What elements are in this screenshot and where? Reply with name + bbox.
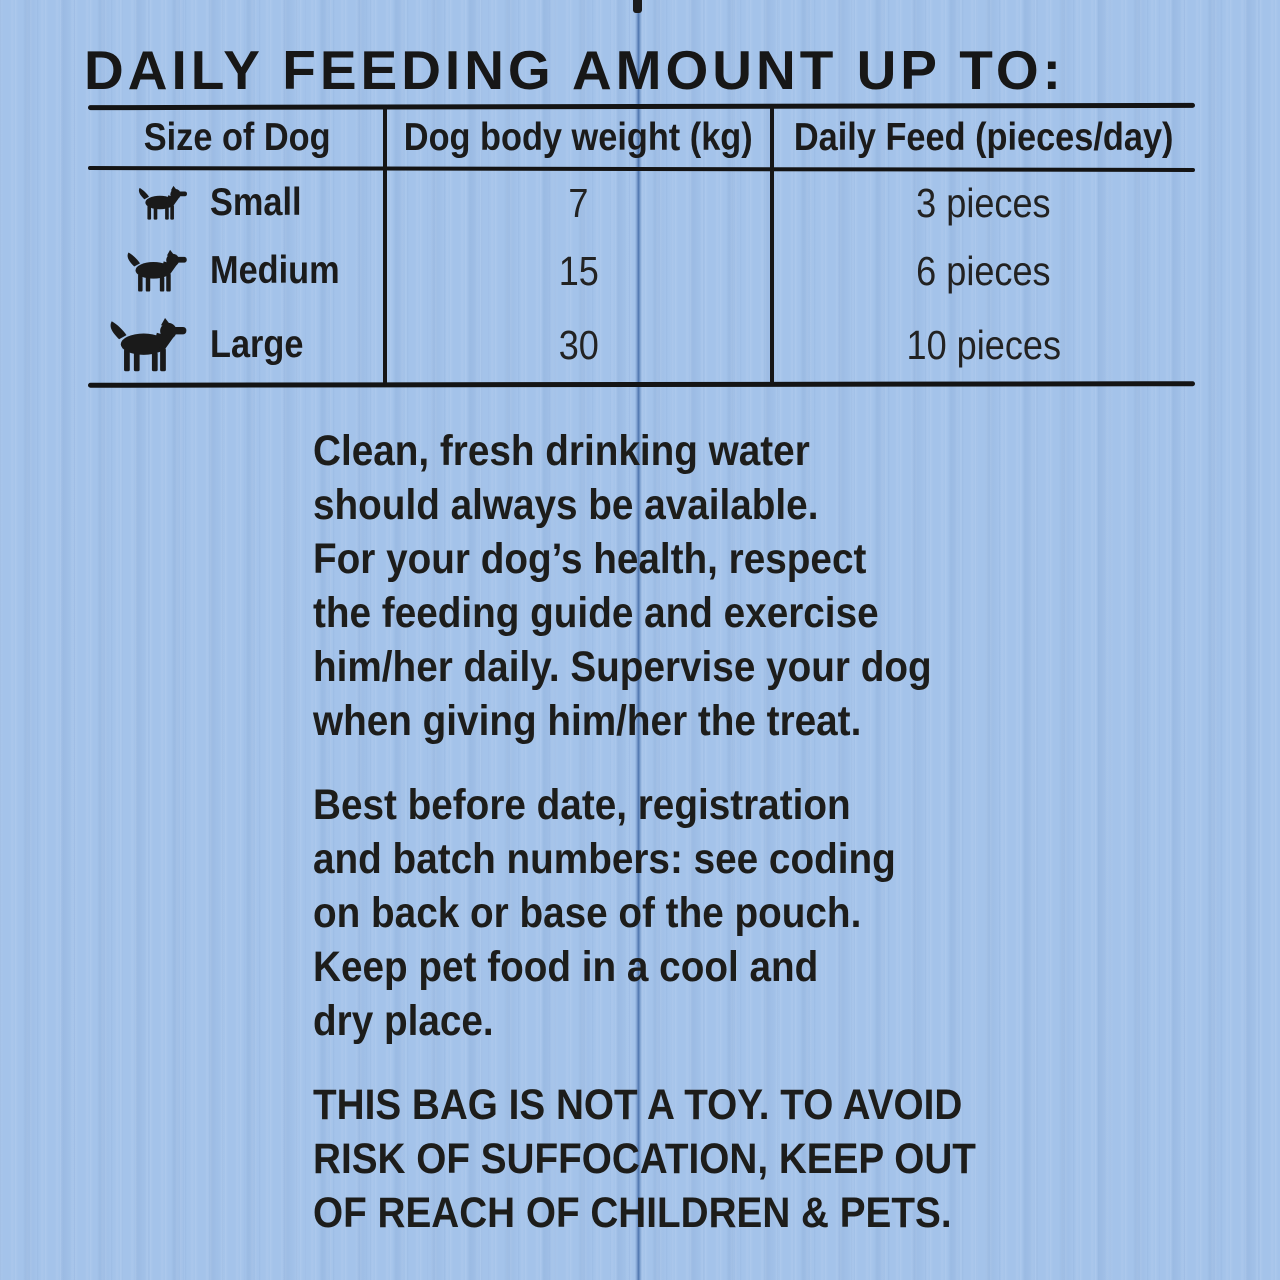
feed-value: 10 pieces <box>906 321 1061 368</box>
column-header-feed: Daily Feed (pieces/day) <box>793 116 1174 159</box>
table-row-small-size-cell: Small <box>90 169 385 237</box>
small-dog-icon <box>90 185 202 221</box>
dog-size-label: Large <box>210 323 304 366</box>
dog-size-label: Small <box>210 181 302 224</box>
text-line: the feeding guide and exercise <box>313 589 879 637</box>
table-bottom-border <box>87 381 1196 388</box>
column-header-weight: Dog body weight (kg) <box>404 116 753 159</box>
table-row-large-size-cell: Large <box>90 305 385 385</box>
dog-size-label: Medium <box>210 249 340 292</box>
page-title: DAILY FEEDING AMOUNT UP TO: <box>84 39 1065 101</box>
weight-value: 15 <box>558 247 599 294</box>
text-line: Clean, fresh drinking water <box>313 427 810 475</box>
text-line: should always be available. <box>313 481 819 529</box>
weight-value: 30 <box>558 321 599 368</box>
text-line: and batch numbers: see coding <box>313 835 896 883</box>
text-line: For your dog’s health, respect <box>313 535 867 583</box>
table-row-medium-weight-cell: 15 <box>385 237 772 305</box>
text-line: Keep pet food in a cool and <box>313 943 819 991</box>
text-line: dry place. <box>313 997 494 1045</box>
storage-advice-paragraph: Best before date, registration and batch… <box>313 778 896 1048</box>
feed-value: 6 pieces <box>916 247 1051 294</box>
column-header-size: Size of Dog <box>144 116 331 159</box>
text-line: RISK OF SUFFOCATION, KEEP OUT <box>313 1135 976 1183</box>
table-column-divider-2 <box>770 107 774 384</box>
feed-value: 3 pieces <box>916 179 1051 226</box>
text-line: THIS BAG IS NOT A TOY. TO AVOID <box>313 1081 963 1129</box>
table-row-large-weight-cell: 30 <box>385 305 772 385</box>
large-dog-icon <box>90 317 202 373</box>
text-line: when giving him/her the treat. <box>313 697 862 745</box>
medium-dog-icon <box>90 249 202 293</box>
table-row-small-feed-cell: 3 pieces <box>772 169 1195 237</box>
suffocation-warning-paragraph: THIS BAG IS NOT A TOY. TO AVOID RISK OF … <box>313 1078 976 1240</box>
table-row-medium-feed-cell: 6 pieces <box>772 237 1195 305</box>
weight-value: 7 <box>568 179 589 226</box>
text-line: Best before date, registration <box>313 781 851 829</box>
table-row-large-feed-cell: 10 pieces <box>772 305 1195 385</box>
water-advice-paragraph: Clean, fresh drinking water should alway… <box>313 424 932 748</box>
feeding-table: Size of Dog Dog body weight (kg) Daily F… <box>87 102 1196 388</box>
text-line: on back or base of the pouch. <box>313 889 862 937</box>
table-row-small-weight-cell: 7 <box>385 169 772 237</box>
table-row-medium-size-cell: Medium <box>90 237 385 305</box>
text-line: him/her daily. Supervise your dog <box>313 643 932 691</box>
text-line: OF REACH OF CHILDREN & PETS. <box>313 1189 952 1237</box>
seam-top-mark <box>633 0 642 13</box>
table-column-divider-1 <box>383 107 387 384</box>
